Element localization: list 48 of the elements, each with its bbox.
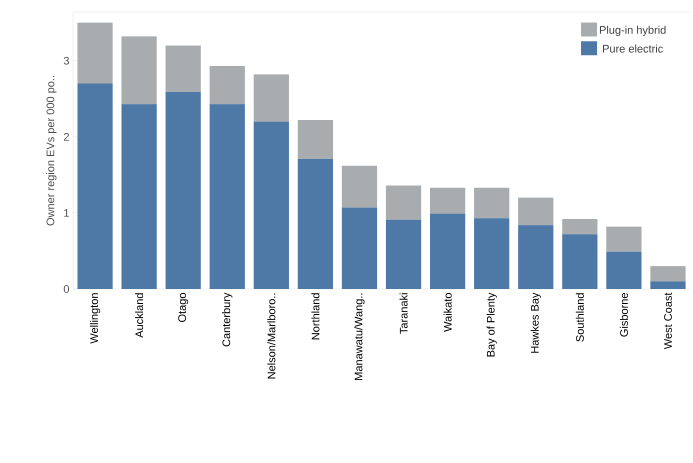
x-tick-label: Auckland [135, 293, 144, 338]
bar [342, 166, 378, 208]
bar [298, 158, 334, 289]
x-tick-label: Southland [576, 293, 584, 342]
y-axis-title: Owner region EVs per 000 po.. [46, 76, 56, 226]
x-tick-label: Nelson/Marlboro.. [267, 294, 276, 378]
legend-label: Pure electric [603, 44, 663, 53]
bar [518, 198, 554, 226]
bar [606, 252, 642, 289]
bar [77, 84, 113, 289]
x-tick-label: Manawatu/Wang.. [354, 294, 365, 380]
bar [430, 214, 466, 289]
bar [650, 281, 686, 289]
x-tick-label: Canterbury [222, 292, 232, 346]
bar [562, 234, 598, 289]
bar [562, 218, 598, 234]
y-tick-label: 2 [64, 132, 69, 141]
bar [474, 218, 510, 289]
bar [430, 188, 466, 214]
x-tick-label: Waikato [444, 293, 452, 332]
bar [210, 104, 245, 289]
bar [518, 225, 554, 289]
legend-label: Plug-in hybrid [600, 26, 666, 36]
y-tick-label: 3 [64, 56, 69, 65]
x-tick-label: Wellington [90, 293, 100, 344]
x-tick-label: West Coast [664, 292, 672, 350]
bar [298, 120, 334, 159]
bar [386, 186, 422, 220]
bar [254, 122, 289, 289]
x-tick-label: Hawkes Bay [530, 292, 541, 353]
bar [121, 36, 157, 104]
bar [254, 74, 289, 122]
bar [210, 66, 245, 104]
bar [386, 220, 422, 289]
x-tick-label: Otago [178, 293, 188, 322]
x-tick-label: Bay of Plenty [486, 292, 497, 356]
bar [474, 188, 510, 218]
y-tick-label: 0 [64, 285, 70, 293]
bar [166, 92, 201, 289]
bar [606, 226, 642, 252]
bar [650, 266, 686, 282]
bar [121, 104, 157, 289]
x-tick-label: Taranaki [400, 293, 408, 334]
x-tick-label: Northland [311, 293, 320, 340]
bar [166, 45, 201, 92]
x-tick-label: Gisborne [620, 293, 628, 337]
y-tick-label: 1 [64, 209, 69, 217]
bar [342, 208, 378, 289]
